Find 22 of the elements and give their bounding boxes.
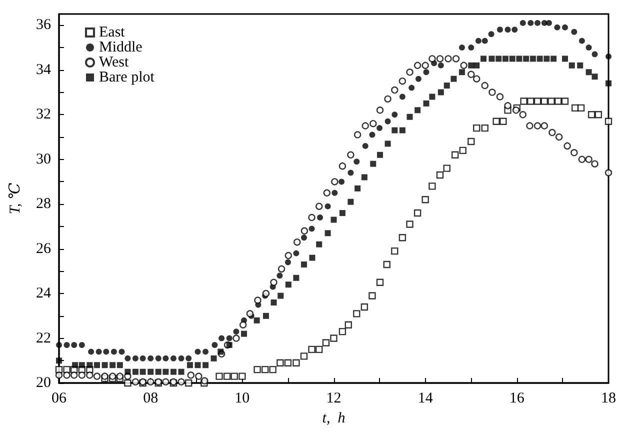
y-tick-label: 26 — [36, 240, 52, 257]
x-axis-title: t, h — [322, 410, 346, 426]
x-tick-label: 16 — [509, 390, 525, 406]
y-tick-label: 24 — [36, 286, 52, 302]
y-axis-title: T, ℃ — [8, 182, 24, 214]
legend-label: Middle — [99, 40, 143, 56]
y-tick-label: 28 — [36, 196, 51, 212]
y-tick-label: 22 — [36, 330, 51, 346]
y-tick-label: 20 — [36, 375, 51, 391]
legend-label: Bare plot — [99, 70, 156, 86]
x-tick-label: 18 — [601, 390, 616, 406]
x-tick-label: 12 — [326, 390, 342, 406]
x-tick-label: 08 — [143, 390, 158, 406]
legend-label: East — [99, 24, 126, 40]
y-tick-label: 36 — [36, 17, 52, 34]
x-tick-label: 14 — [418, 390, 434, 406]
x-tick-label: 10 — [234, 390, 250, 406]
y-tick-label: 34 — [36, 62, 52, 78]
x-tick-label: 06 — [52, 390, 67, 406]
y-tick-label: 30 — [36, 151, 51, 168]
legend-label: West — [99, 54, 130, 70]
y-tick-label: 32 — [36, 106, 51, 123]
